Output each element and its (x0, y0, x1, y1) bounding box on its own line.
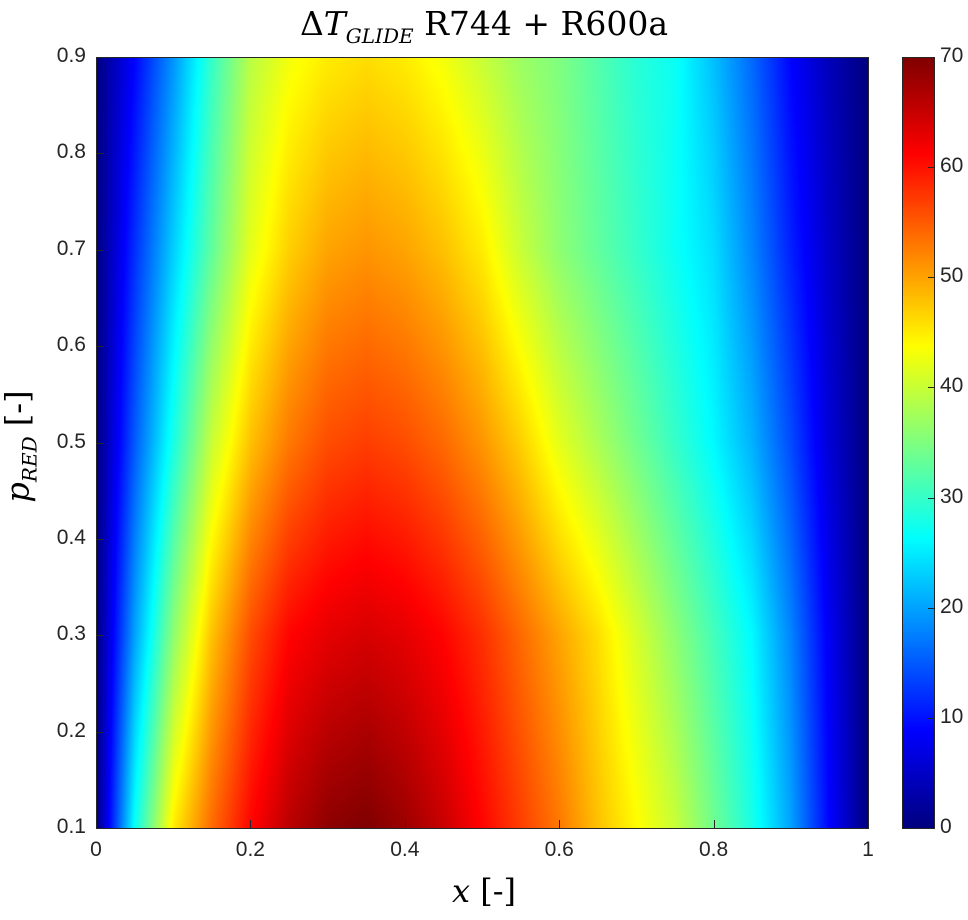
ylabel-sub: RED (17, 436, 42, 483)
y-tick-label: 0.1 (56, 815, 86, 838)
xlabel-unit: [-] (470, 872, 516, 910)
colorbar-tick-label: 10 (940, 704, 964, 728)
y-tick-mark (96, 538, 104, 540)
colorbar-tick-mark (928, 387, 934, 389)
x-tick-label: 1 (862, 838, 874, 861)
y-tick-label: 0.6 (56, 333, 86, 357)
y-tick-label: 0.8 (56, 140, 86, 164)
y-tick-mark (96, 828, 104, 829)
y-tick-mark (96, 731, 104, 733)
y-tick-label: 0.3 (56, 622, 86, 646)
title-rest: R744 + R600a (413, 4, 669, 43)
x-tick-mark (96, 820, 97, 828)
colorbar-tick-mark (928, 167, 934, 169)
title-sub: GLIDE (345, 24, 414, 48)
x-axis-label: x [-] (0, 872, 968, 910)
x-tick-label: 0 (90, 838, 102, 861)
ylabel-var: p (0, 482, 37, 503)
heatmap-image (96, 57, 868, 828)
colorbar-tick-label: 60 (940, 154, 964, 178)
x-tick-label: 0.8 (698, 838, 729, 861)
x-tick-label: 0.4 (390, 838, 420, 861)
x-tick-label: 0.2 (235, 838, 265, 861)
colorbar-tick-mark (928, 717, 934, 719)
y-tick-mark (96, 346, 104, 348)
x-tick-mark (559, 820, 561, 828)
colorbar-tick-mark (928, 828, 934, 829)
y-tick-mark (96, 442, 104, 444)
y-tick-label: 0.4 (56, 525, 86, 549)
colorbar-tick-mark (928, 607, 934, 609)
y-tick-mark (96, 249, 104, 251)
y-axis-label: pRED [-] (0, 367, 42, 527)
colorbar-tick-label: 70 (940, 44, 964, 67)
colorbar-tick-mark (928, 57, 934, 58)
colorbar-tick-label: 30 (940, 484, 964, 508)
y-tick-mark (96, 57, 104, 58)
chart-title: ΔTGLIDE R744 + R600a (0, 4, 968, 48)
y-tick-label: 0.2 (56, 718, 86, 742)
x-tick-mark (713, 820, 715, 828)
y-tick-label: 0.9 (56, 44, 86, 67)
x-tick-mark (404, 820, 406, 828)
y-tick-label: 0.7 (56, 236, 86, 260)
xlabel-var: x (452, 872, 471, 910)
ylabel-unit: [-] (0, 390, 37, 437)
title-var: T (323, 4, 346, 43)
x-tick-mark (250, 820, 252, 828)
colorbar-tick-label: 40 (940, 374, 964, 398)
colorbar-tick-mark (928, 497, 934, 499)
colorbar-tick-mark (928, 277, 934, 279)
y-tick-mark (96, 153, 104, 155)
colorbar-tick-label: 50 (940, 264, 964, 288)
y-tick-label: 0.5 (56, 429, 86, 453)
x-tick-label: 0.6 (544, 838, 574, 861)
colorbar-tick-label: 20 (940, 594, 964, 618)
colorbar (902, 57, 934, 828)
x-tick-mark (868, 820, 869, 828)
y-tick-mark (96, 635, 104, 637)
title-delta: Δ (299, 4, 324, 43)
colorbar-tick-label: 0 (940, 815, 952, 838)
